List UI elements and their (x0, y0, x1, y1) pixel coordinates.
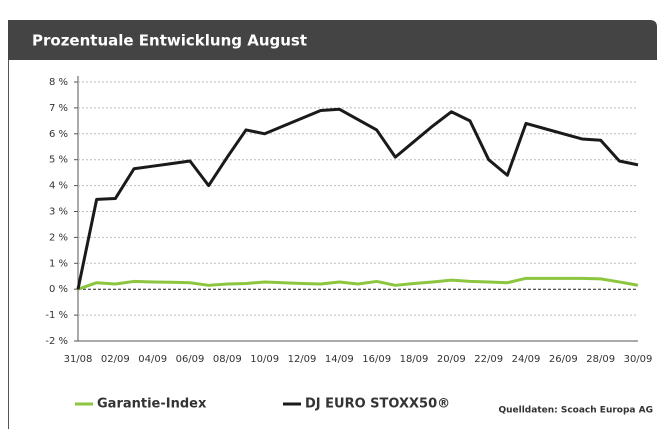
y-tick-label: -1 % (45, 310, 68, 321)
y-tick-label: 8 % (49, 77, 68, 88)
legend-label: DJ EURO STOXX50® (305, 397, 450, 412)
y-tick-label: 7 % (49, 103, 68, 114)
y-tick-label: 6 % (49, 129, 68, 140)
series-line (76, 107, 639, 290)
source-note: Quelldaten: Scoach Europa AG (498, 406, 653, 416)
x-tick-label: 08/09 (213, 354, 242, 365)
y-tick-label: -2 % (45, 336, 68, 347)
y-tick-label: 2 % (49, 232, 68, 243)
x-tick-label: 06/09 (176, 354, 205, 365)
y-tick-label: 5 % (49, 155, 68, 166)
x-tick-label: 14/09 (325, 354, 354, 365)
x-tick-label: 26/09 (549, 354, 578, 365)
x-tick-label: 22/09 (474, 354, 503, 365)
chart-title: Prozentuale Entwicklung August (32, 32, 307, 50)
y-tick-label: 3 % (49, 207, 68, 218)
x-tick-label: 04/09 (138, 354, 167, 365)
header-bar (8, 20, 657, 60)
x-tick-label: 10/09 (250, 354, 279, 365)
x-tick-label: 24/09 (512, 354, 541, 365)
x-tick-label: 18/09 (400, 354, 429, 365)
x-tick-label: 16/09 (362, 354, 391, 365)
x-tick-label: 02/09 (101, 354, 130, 365)
y-tick-label: 0 % (49, 284, 68, 295)
x-tick-label: 20/09 (437, 354, 466, 365)
y-tick-label: 1 % (49, 258, 68, 269)
x-tick-label: 30/09 (624, 354, 653, 365)
x-tick-label: 28/09 (586, 354, 615, 365)
x-tick-label: 12/09 (288, 354, 317, 365)
series-line (77, 276, 639, 291)
x-tick-label: 31/08 (64, 354, 93, 365)
y-tick-label: 4 % (49, 181, 68, 192)
legend-label: Garantie-Index (97, 397, 207, 412)
